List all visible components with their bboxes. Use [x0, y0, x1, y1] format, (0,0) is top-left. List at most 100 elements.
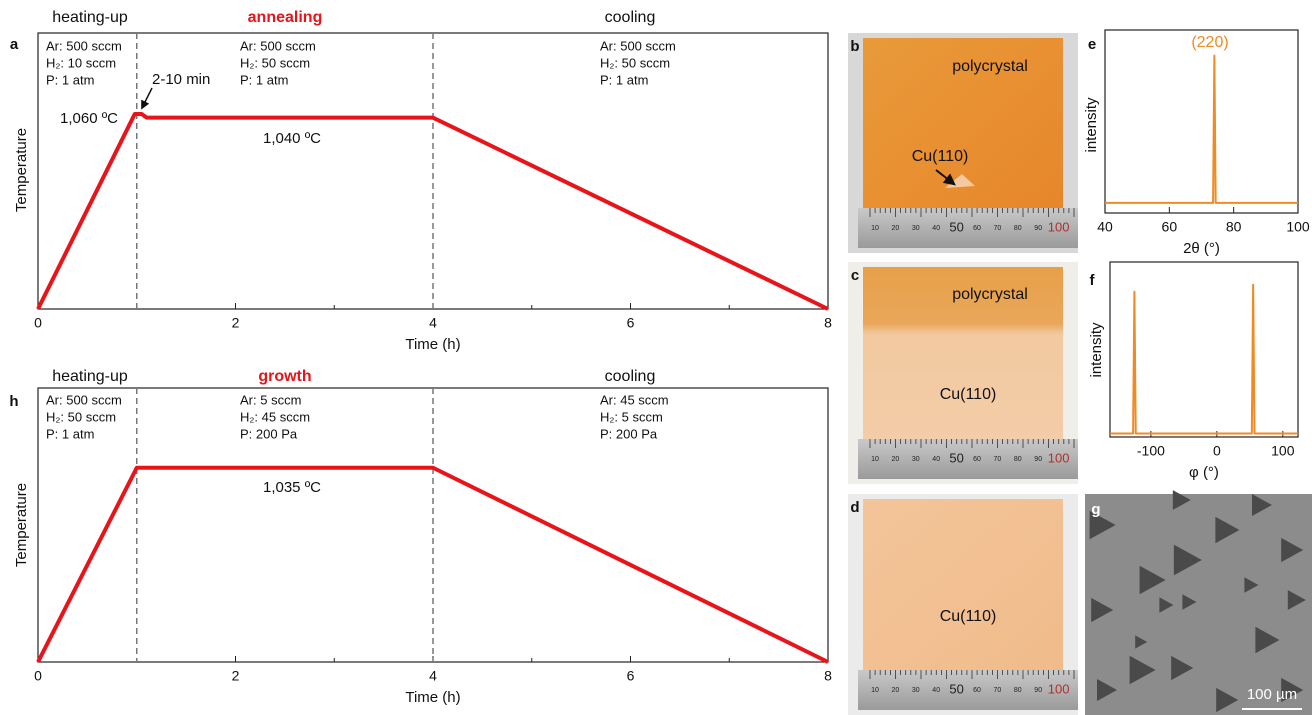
ruler-number: 20: [892, 687, 900, 694]
ruler-number: 70: [994, 456, 1002, 463]
plot-frame: [1110, 262, 1298, 437]
x-axis-label: φ (°): [1189, 464, 1219, 481]
x-tick-label: -100: [1137, 443, 1165, 459]
panel-label: e: [1088, 36, 1096, 53]
ruler-number: 50: [949, 681, 963, 696]
gas-condition: P: 1 atm: [46, 72, 94, 87]
gas-condition: Ar: 500 sccm: [46, 38, 122, 53]
phase-label: heating-up: [52, 9, 128, 26]
annotation: 2-10 min: [152, 71, 210, 88]
gas-condition: P: 1 atm: [600, 72, 648, 87]
copper-foil: [863, 499, 1063, 675]
ruler-number: 90: [1034, 456, 1042, 463]
ruler-number: 60: [973, 225, 981, 232]
x-tick-label: 6: [627, 668, 635, 684]
ruler-number: 20: [892, 225, 900, 232]
ruler-number: 20: [892, 456, 900, 463]
panel-label: g: [1091, 501, 1100, 518]
annotation: 1,035 ºC: [263, 479, 321, 496]
sem-image: [1085, 494, 1312, 715]
x-tick-label: 0: [34, 315, 42, 331]
x-tick-label: 4: [429, 315, 437, 331]
photo-label: polycrystal: [952, 58, 1028, 75]
annotation: 1,040 ºC: [263, 130, 321, 147]
gas-condition: Ar: 5 sccm: [240, 392, 301, 407]
panel-label: f: [1090, 272, 1096, 289]
panel-label: h: [9, 393, 18, 410]
x-axis-label: 2θ (°): [1183, 240, 1220, 257]
annotation: (220): [1191, 34, 1228, 51]
phase-label: cooling: [605, 9, 656, 26]
x-tick-label: 4: [429, 668, 437, 684]
x-tick-label: 0: [34, 668, 42, 684]
gas-condition: H₂: 50 sccm: [240, 55, 310, 70]
ruler-number: 60: [973, 687, 981, 694]
x-tick-label: 8: [824, 668, 832, 684]
photo-label: Cu(110): [940, 386, 997, 403]
phase-label: growth: [258, 368, 311, 385]
phase-label: cooling: [605, 368, 656, 385]
ruler-number: 90: [1034, 225, 1042, 232]
gas-condition: H₂: 45 sccm: [240, 409, 310, 424]
arrow: [142, 88, 152, 108]
ruler-number: 70: [994, 687, 1002, 694]
ruler-number: 80: [1014, 456, 1022, 463]
gas-condition: H₂: 5 sccm: [600, 409, 663, 424]
x-tick-label: 100: [1271, 443, 1295, 459]
x-tick-label: 0: [1213, 443, 1221, 459]
ruler-number: 40: [932, 687, 940, 694]
ruler-number: 80: [1014, 687, 1022, 694]
x-tick-label: 100: [1286, 219, 1310, 235]
panel-label: a: [10, 36, 19, 53]
x-tick-label: 40: [1097, 219, 1113, 235]
ruler-number: 100: [1048, 219, 1070, 234]
x-axis-label: Time (h): [405, 689, 460, 706]
ruler-number: 40: [932, 225, 940, 232]
ruler-number: 10: [871, 225, 879, 232]
gas-condition: H₂: 50 sccm: [46, 409, 116, 424]
photo-label: polycrystal: [952, 286, 1028, 303]
photo-label: Cu(110): [912, 148, 969, 165]
data-line: [1110, 285, 1298, 434]
y-axis-label: Temperature: [13, 128, 30, 212]
ruler-number: 90: [1034, 687, 1042, 694]
ruler-number: 30: [912, 687, 920, 694]
x-tick-label: 2: [232, 668, 240, 684]
ruler-number: 100: [1048, 681, 1070, 696]
ruler-number: 50: [949, 450, 963, 465]
ruler-number: 30: [912, 456, 920, 463]
ruler-number: 80: [1014, 225, 1022, 232]
panel-label: c: [851, 267, 859, 284]
x-tick-label: 8: [824, 315, 832, 331]
phase-label: heating-up: [52, 368, 128, 385]
ruler-number: 30: [912, 225, 920, 232]
ruler-number: 100: [1048, 450, 1070, 465]
ruler-number: 40: [932, 456, 940, 463]
gas-condition: P: 200 Pa: [600, 426, 658, 441]
y-axis-label: Temperature: [13, 483, 30, 567]
figure: a 0 2 4 6 8 Time (h) Temperature heating-up Ar: 5…: [0, 0, 1312, 715]
x-tick-label: 80: [1226, 219, 1242, 235]
plot-frame: [1105, 30, 1298, 213]
gas-condition: H₂: 50 sccm: [600, 55, 670, 70]
gas-condition: P: 200 Pa: [240, 426, 298, 441]
gas-condition: Ar: 500 sccm: [240, 38, 316, 53]
panel-label: d: [850, 499, 859, 516]
scale-bar-label: 100 µm: [1247, 686, 1297, 703]
gas-condition: Ar: 500 sccm: [600, 38, 676, 53]
photo-label: Cu(110): [940, 608, 997, 625]
data-line: [1105, 56, 1298, 203]
gas-condition: H₂: 10 sccm: [46, 55, 116, 70]
ruler-number: 50: [949, 219, 963, 234]
gas-condition: P: 1 atm: [240, 72, 288, 87]
ruler-number: 60: [973, 456, 981, 463]
x-tick-label: 2: [232, 315, 240, 331]
x-tick-label: 6: [627, 315, 635, 331]
x-axis-label: Time (h): [405, 336, 460, 353]
y-axis-label: intensity: [1083, 97, 1100, 153]
x-tick-label: 60: [1162, 219, 1178, 235]
annotation: 1,060 ºC: [60, 110, 118, 127]
ruler-number: 10: [871, 687, 879, 694]
y-axis-label: intensity: [1088, 322, 1105, 378]
ruler-number: 70: [994, 225, 1002, 232]
